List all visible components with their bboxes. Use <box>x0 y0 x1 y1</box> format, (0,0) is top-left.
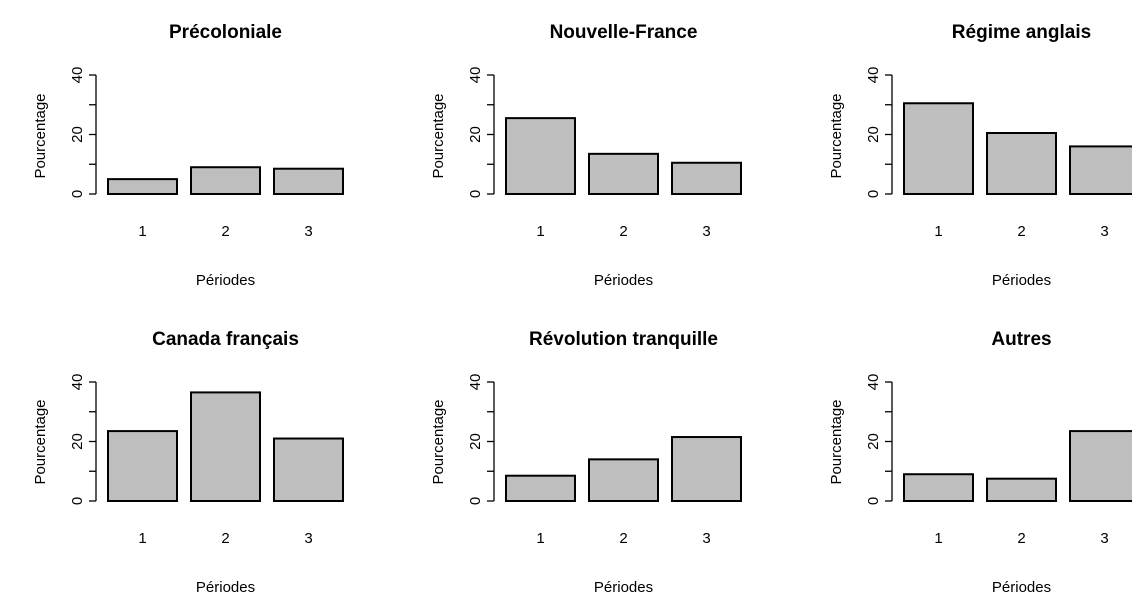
y-axis-title: Pourcentage <box>430 93 447 178</box>
y-axis-title: Pourcentage <box>430 399 447 484</box>
x-tick-label: 1 <box>934 223 942 240</box>
y-tick-label: 0 <box>865 190 882 198</box>
y-tick-label: 40 <box>69 67 86 84</box>
x-tick-label: 2 <box>1017 530 1025 547</box>
bar <box>903 473 974 503</box>
bar <box>505 474 576 502</box>
chart-title: Révolution tranquille <box>529 329 718 350</box>
x-tick-label: 1 <box>934 530 942 547</box>
bar <box>107 178 178 195</box>
x-axis-title: Périodes <box>594 272 653 289</box>
bar <box>903 102 974 195</box>
chart-title: Autres <box>991 329 1051 350</box>
bar <box>588 458 659 503</box>
y-tick-label: 0 <box>69 497 86 505</box>
y-tick-label: 20 <box>467 126 484 143</box>
chart-title: Régime anglais <box>952 22 1091 43</box>
y-axis-title: Pourcentage <box>32 399 49 484</box>
x-tick-label: 3 <box>702 223 710 240</box>
y-axis-title: Pourcentage <box>32 93 49 178</box>
y-tick-label: 40 <box>865 67 882 84</box>
x-tick-label: 2 <box>1017 223 1025 240</box>
y-tick-label: 40 <box>467 67 484 84</box>
y-tick-label: 0 <box>865 497 882 505</box>
bar <box>671 436 742 503</box>
x-tick-label: 1 <box>536 223 544 240</box>
x-tick-label: 3 <box>304 223 312 240</box>
x-axis-title: Périodes <box>196 579 255 594</box>
y-tick-label: 20 <box>467 433 484 450</box>
bar <box>190 391 261 503</box>
bar <box>986 477 1057 502</box>
x-tick-label: 2 <box>221 223 229 240</box>
bar <box>588 152 659 195</box>
x-axis-title: Périodes <box>992 272 1051 289</box>
x-tick-label: 2 <box>619 530 627 547</box>
y-tick-label: 0 <box>69 190 86 198</box>
chart-title: Nouvelle-France <box>550 22 698 43</box>
y-tick-label: 40 <box>69 374 86 391</box>
x-tick-label: 1 <box>536 530 544 547</box>
bar <box>273 437 344 502</box>
y-tick-label: 0 <box>467 497 484 505</box>
y-tick-label: 0 <box>467 190 484 198</box>
y-axis-title: Pourcentage <box>828 93 845 178</box>
y-tick-label: 20 <box>69 126 86 143</box>
x-tick-label: 3 <box>702 530 710 547</box>
y-axis-title: Pourcentage <box>828 399 845 484</box>
chart-title: Précoloniale <box>169 22 282 43</box>
y-tick-label: 20 <box>865 433 882 450</box>
x-tick-label: 1 <box>138 530 146 547</box>
x-tick-label: 3 <box>1100 530 1108 547</box>
bar <box>273 167 344 195</box>
bar <box>1069 430 1132 502</box>
x-tick-label: 3 <box>304 530 312 547</box>
bar <box>986 132 1057 195</box>
x-axis-title: Périodes <box>594 579 653 594</box>
bar <box>671 161 742 195</box>
y-tick-label: 20 <box>69 433 86 450</box>
chart-title: Canada français <box>152 329 299 350</box>
x-axis-title: Périodes <box>992 579 1051 594</box>
y-tick-label: 20 <box>865 126 882 143</box>
x-axis-title: Périodes <box>196 272 255 289</box>
x-tick-label: 2 <box>619 223 627 240</box>
bar <box>505 117 576 195</box>
bar <box>1069 145 1132 195</box>
x-tick-label: 1 <box>138 223 146 240</box>
x-tick-label: 3 <box>1100 223 1108 240</box>
bar <box>107 430 178 502</box>
y-tick-label: 40 <box>467 374 484 391</box>
x-tick-label: 2 <box>221 530 229 547</box>
y-tick-label: 40 <box>865 374 882 391</box>
bar <box>190 166 261 196</box>
